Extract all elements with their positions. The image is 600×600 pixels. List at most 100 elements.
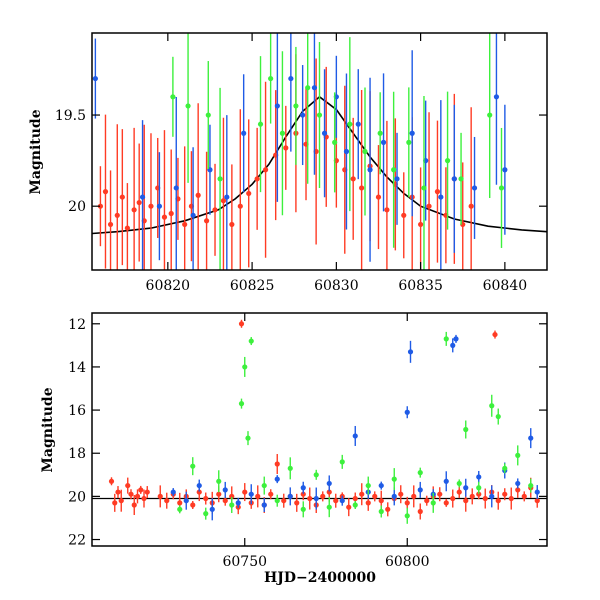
top-ticks: 60820 60825 60830 60835 60840 19.5 20 [55,33,547,294]
data-point-blue [451,176,457,182]
data-point-blue [224,194,230,200]
data-point-green [487,112,493,118]
data-point-red [102,189,109,195]
data-point-green [498,185,505,191]
data-point-red [300,491,306,497]
data-point-green [229,502,235,508]
data-point-red [350,176,356,182]
data-point-blue [287,493,293,499]
top-frame [91,32,548,271]
data-point-blue [339,498,345,504]
data-point-green [177,506,183,512]
data-point-blue [343,148,350,155]
data-point-blue [489,493,495,499]
data-point-red [359,491,365,497]
data-point-red [333,498,339,504]
data-point-red [128,491,134,497]
data-point-green [326,504,332,510]
data-point-blue [222,487,228,493]
data-point-blue [156,203,163,209]
data-point-red [468,203,474,209]
bottom-plot-area [92,319,547,524]
data-point-green [430,500,436,506]
data-point-blue [209,506,215,512]
data-point-green [274,498,280,504]
data-point-green [377,130,383,136]
data-point-green [216,478,222,484]
data-point-red [359,185,365,191]
data-point-red [148,203,154,209]
data-point-green [347,121,353,127]
data-point-red [502,491,508,497]
data-point-blue [438,194,444,200]
data-point-green [495,413,501,420]
data-point-blue [274,476,280,482]
data-point-red [138,487,144,493]
data-point-blue [394,176,400,182]
data-point-blue [300,485,306,491]
data-point-blue [274,103,280,109]
data-point-blue [534,489,540,495]
data-point-green [444,158,451,164]
y-tick-label: 20 [68,199,86,215]
data-point-red [112,500,118,506]
data-point-red [482,495,488,502]
data-point-blue [409,130,415,136]
data-point-blue [502,167,508,173]
data-point-green [300,506,306,512]
data-point-red [238,321,245,327]
data-point-blue [190,212,196,218]
data-point-green [313,472,319,478]
data-point-red [418,221,424,228]
data-point-green [170,94,176,100]
data-point-red [385,506,391,512]
x-tick-label: 60820 [146,278,191,294]
data-point-blue [196,482,202,489]
data-point-red [222,498,228,504]
data-point-green [316,112,323,118]
data-point-green [305,85,311,91]
data-point-red [365,500,371,506]
data-point-green [476,485,482,491]
data-point-red [378,498,384,504]
data-point-green [257,121,264,127]
data-point-red [136,199,142,206]
data-point-green [332,139,338,145]
data-point-red [515,487,521,493]
data-point-red [443,500,449,506]
data-point-red [417,508,423,515]
data-point-red [157,493,163,499]
data-point-red [212,207,218,213]
y-tick-label: 18 [68,446,86,462]
data-point-green [287,465,293,471]
data-point-red [168,210,174,217]
data-point-red [262,167,269,173]
data-point-green [339,459,345,465]
data-point-green [528,482,534,489]
data-point-red [456,489,462,495]
data-point-blue [300,112,306,118]
data-point-blue [352,433,358,439]
data-point-red [534,498,540,504]
data-point-blue [367,167,373,173]
data-point-red [237,203,243,209]
data-point-blue [241,130,247,136]
data-point-red [196,489,202,495]
data-point-green [391,476,397,482]
data-point-green [502,465,508,471]
data-point-green [242,364,248,370]
data-point-red [352,495,358,502]
data-point-red [164,498,170,504]
top-plot-area [92,33,547,270]
bottom-y-axis-title: Magnitude [40,387,56,472]
data-point-red [134,493,141,499]
data-point-red [521,493,527,499]
x-tick-label: 60750 [222,554,267,570]
data-point-blue [453,336,459,342]
data-point-blue [170,489,176,495]
data-point-red [115,489,121,495]
data-point-red [294,500,300,506]
data-point-red [281,498,287,504]
data-point-red [508,495,514,502]
data-point-red [242,489,248,495]
